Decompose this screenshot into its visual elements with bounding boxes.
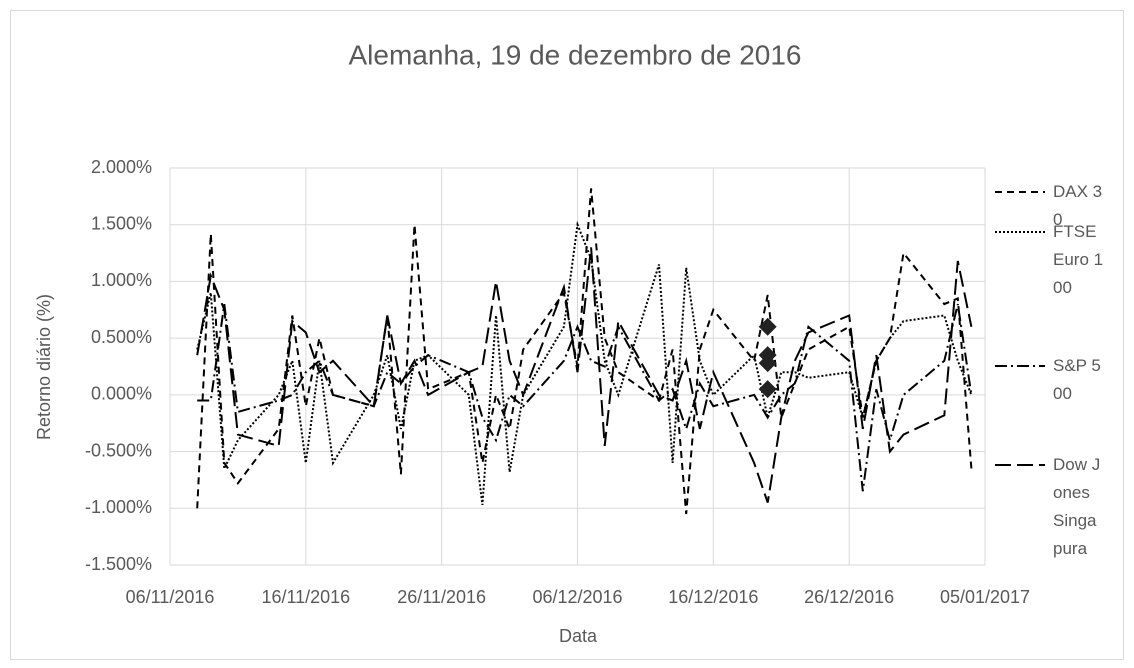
x-tick-label: 16/11/2016 <box>261 587 350 607</box>
x-tick-label: 26/12/2016 <box>804 587 894 607</box>
y-tick-label: 2.000% <box>91 157 152 177</box>
legend-label: DAX 30 <box>1053 182 1103 229</box>
series-line <box>197 303 973 492</box>
series-line <box>196 247 973 503</box>
x-tick-label: 06/11/2016 <box>126 587 215 607</box>
y-tick-label: 0.000% <box>91 384 152 404</box>
y-axis-label: Retorno diário (%) <box>34 294 54 440</box>
y-tick-label: -0.500% <box>85 440 152 460</box>
chart-border <box>10 10 1124 660</box>
legend-label: S&P 500 <box>1053 356 1101 403</box>
legend-label: Dow Jones Singapura <box>1053 455 1101 558</box>
y-tick-label: -1.000% <box>85 497 152 517</box>
chart-title: Alemanha, 19 de dezembro de 2016 <box>349 39 802 70</box>
legend-label: FTSE Euro 100 <box>1053 222 1104 297</box>
x-tick-label: 16/12/2016 <box>668 587 758 607</box>
event-marker <box>758 380 777 399</box>
x-tick-label: 26/11/2016 <box>397 587 486 607</box>
x-tick-label: 05/01/2017 <box>940 587 1030 607</box>
x-tick-label: 06/12/2016 <box>532 587 622 607</box>
y-tick-label: -1.500% <box>85 554 152 574</box>
event-marker <box>758 317 777 336</box>
series-line <box>196 220 973 506</box>
event-marker <box>758 354 777 373</box>
y-tick-label: 1.000% <box>91 270 152 290</box>
x-axis-label: Data <box>559 626 598 646</box>
y-tick-label: 1.500% <box>91 213 152 233</box>
y-tick-label: 0.500% <box>91 327 152 347</box>
